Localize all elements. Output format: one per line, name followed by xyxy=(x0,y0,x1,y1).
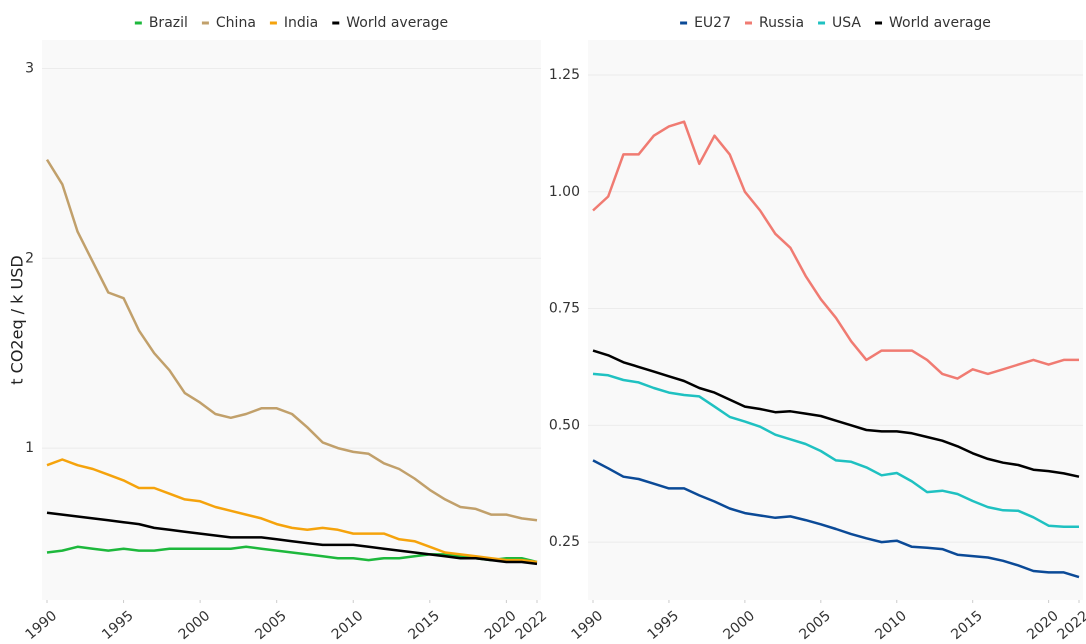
legend-label: World average xyxy=(889,15,991,31)
y-tick-label: 0.50 xyxy=(549,417,580,433)
x-tick-label: 2000 xyxy=(176,608,214,643)
series-line xyxy=(592,349,1080,478)
plot-background xyxy=(588,40,1083,600)
y-tick-label: 1 xyxy=(25,440,34,456)
x-tick-label: 2000 xyxy=(720,608,758,643)
x-tick-label: 1990 xyxy=(569,608,607,643)
y-tick-label: 1.25 xyxy=(549,67,580,83)
legend-label: EU27 xyxy=(694,15,731,31)
legend-label: India xyxy=(284,15,318,31)
y-tick-label: 3 xyxy=(25,60,34,76)
y-tick-label: 2 xyxy=(25,250,34,266)
x-tick-label: 2015 xyxy=(405,608,443,643)
legend-label: USA xyxy=(832,15,861,31)
x-tick-label: 2022 xyxy=(1055,608,1086,643)
series-line xyxy=(592,120,1079,380)
x-tick-label: 2005 xyxy=(252,608,290,643)
x-tick-label: 2005 xyxy=(796,608,834,643)
series-line xyxy=(592,459,1080,579)
x-tick-label: 2020 xyxy=(1024,608,1062,643)
x-tick-label: 2010 xyxy=(872,608,910,643)
legend-label: Brazil xyxy=(149,15,188,31)
x-tick-label: 2015 xyxy=(948,608,986,643)
y-tick-label: 1.00 xyxy=(549,184,580,200)
x-tick-label: 2022 xyxy=(513,608,551,643)
x-tick-label: 1995 xyxy=(99,608,137,643)
series-line xyxy=(46,511,538,566)
legend-label: Russia xyxy=(759,15,804,31)
x-tick-label: 2020 xyxy=(482,608,520,643)
series-line xyxy=(592,372,1079,528)
series-line xyxy=(45,158,538,522)
y-tick-label: 0.25 xyxy=(549,534,580,550)
y-tick-label: 0.75 xyxy=(549,301,580,317)
y-axis-label: t CO2eq / k USD xyxy=(8,255,27,384)
x-tick-label: 1990 xyxy=(23,608,61,643)
series-line xyxy=(46,545,538,564)
plot-background xyxy=(42,40,541,600)
legend-label: World average xyxy=(346,15,448,31)
x-tick-label: 2010 xyxy=(329,608,367,643)
legend-label: China xyxy=(216,15,256,31)
series-line xyxy=(46,458,538,564)
x-tick-label: 1995 xyxy=(644,608,682,643)
